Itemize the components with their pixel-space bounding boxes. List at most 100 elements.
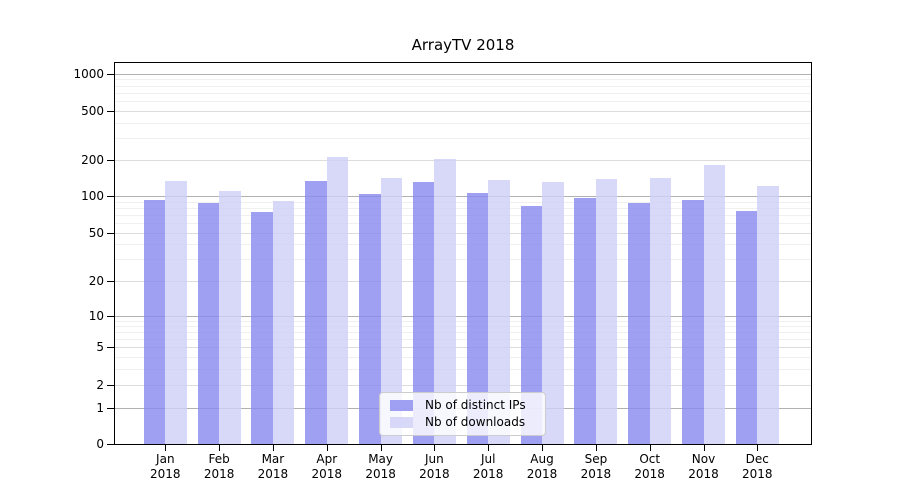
y-tick-label-500: 500 xyxy=(81,103,104,118)
gridline-10 xyxy=(115,316,811,318)
legend-item-distinct-ips: Nb of distinct IPs xyxy=(390,398,535,413)
x-tick-mark-sep xyxy=(595,445,597,451)
y-tick-label-20: 20 xyxy=(88,273,104,288)
x-tick-mark-jul xyxy=(488,445,490,451)
x-tick-label-feb: Feb 2018 xyxy=(203,452,235,481)
bar-downloads-may xyxy=(380,178,403,444)
legend-label-downloads: Nb of downloads xyxy=(425,415,526,429)
y-tick-label-100: 100 xyxy=(81,188,104,203)
bar-distinct-ips-oct xyxy=(628,202,650,444)
bar-distinct-ips-jan xyxy=(143,200,166,444)
gridline-100 xyxy=(115,195,811,197)
gridline-200 xyxy=(115,159,811,161)
minor-gridline-800 xyxy=(115,85,811,87)
bar-downloads-nov xyxy=(703,164,725,444)
bar-downloads-oct xyxy=(649,178,672,444)
x-tick-mark-apr xyxy=(326,445,328,451)
gridline-20 xyxy=(115,280,811,282)
x-tick-label-nov: Nov 2018 xyxy=(688,452,719,481)
minor-gridline-6 xyxy=(115,339,811,341)
y-tick-label-2: 2 xyxy=(96,378,104,393)
x-tick-label-apr: Apr 2018 xyxy=(311,452,343,481)
bar-downloads-aug xyxy=(542,182,564,444)
bar-distinct-ips-aug xyxy=(520,206,542,444)
bar-distinct-ips-feb xyxy=(197,203,220,444)
x-tick-label-jun: Jun 2018 xyxy=(419,452,450,481)
legend-item-downloads: Nb of downloads xyxy=(390,415,535,430)
bar-distinct-ips-nov xyxy=(682,200,704,444)
y-tick-mark-100 xyxy=(107,195,114,197)
y-tick-mark-20 xyxy=(107,280,114,282)
bar-downloads-jan xyxy=(165,181,187,444)
minor-gridline-7 xyxy=(115,332,811,334)
y-tick-mark-0 xyxy=(107,444,114,445)
y-tick-label-1000: 1000 xyxy=(73,66,104,81)
x-tick-mark-oct xyxy=(649,445,651,451)
gridline-5 xyxy=(115,347,811,349)
x-tick-mark-aug xyxy=(542,445,543,451)
minor-gridline-400 xyxy=(115,122,811,124)
x-tick-mark-jun xyxy=(434,445,436,451)
y-tick-mark-5 xyxy=(107,347,114,349)
legend-label-distinct-ips: Nb of distinct IPs xyxy=(425,398,526,412)
bar-distinct-ips-may xyxy=(359,194,381,444)
y-tick-label-200: 200 xyxy=(81,152,104,167)
minor-gridline-3 xyxy=(115,368,811,370)
minor-gridline-9 xyxy=(115,321,811,322)
bar-distinct-ips-sep xyxy=(574,198,596,444)
y-tick-label-5: 5 xyxy=(96,340,104,355)
y-tick-label-1: 1 xyxy=(96,401,104,416)
bar-downloads-apr xyxy=(326,157,349,444)
x-tick-label-aug: Aug 2018 xyxy=(526,452,558,481)
x-tick-label-oct: Oct 2018 xyxy=(634,452,665,481)
minor-gridline-600 xyxy=(115,101,811,102)
x-tick-label-dec: Dec 2018 xyxy=(742,452,773,481)
x-tick-label-may: May 2018 xyxy=(365,452,396,481)
y-tick-mark-50 xyxy=(107,232,114,234)
y-tick-mark-1000 xyxy=(107,73,114,75)
bar-downloads-sep xyxy=(595,178,618,444)
plot-area: Nb of distinct IPs Nb of downloads xyxy=(114,62,812,445)
minor-gridline-900 xyxy=(115,79,811,81)
minor-gridline-70 xyxy=(115,214,811,216)
minor-gridline-700 xyxy=(115,92,811,94)
bar-downloads-jul xyxy=(488,180,510,444)
y-tick-mark-200 xyxy=(107,159,114,161)
bar-distinct-ips-mar xyxy=(251,211,273,444)
x-tick-mark-feb xyxy=(219,445,221,451)
x-tick-label-sep: Sep 2018 xyxy=(580,452,612,481)
bar-distinct-ips-jul xyxy=(466,193,489,444)
chart-title: ArrayTV 2018 xyxy=(411,36,515,54)
minor-gridline-40 xyxy=(115,244,811,246)
y-tick-mark-2 xyxy=(107,385,114,387)
gridline-1000 xyxy=(115,73,811,75)
legend-swatch-distinct-ips xyxy=(390,400,413,411)
bar-distinct-ips-jun xyxy=(412,182,435,444)
legend: Nb of distinct IPs Nb of downloads xyxy=(379,392,546,436)
x-tick-mark-nov xyxy=(703,445,705,451)
y-tick-mark-500 xyxy=(107,110,114,112)
bar-distinct-ips-apr xyxy=(305,180,327,444)
y-tick-mark-1 xyxy=(107,408,114,410)
x-tick-label-jan: Jan 2018 xyxy=(150,452,181,481)
bar-downloads-dec xyxy=(757,186,779,444)
y-tick-mark-10 xyxy=(107,316,114,318)
minor-gridline-8 xyxy=(115,326,811,328)
x-tick-mark-jan xyxy=(165,445,167,451)
minor-gridline-300 xyxy=(115,138,811,139)
y-tick-label-0: 0 xyxy=(96,437,104,451)
x-tick-mark-mar xyxy=(272,445,274,451)
y-tick-label-50: 50 xyxy=(88,225,104,240)
bar-downloads-feb xyxy=(219,191,241,444)
x-tick-label-jul: Jul 2018 xyxy=(472,452,504,481)
bar-distinct-ips-dec xyxy=(735,211,758,444)
y-tick-label-10: 10 xyxy=(88,309,104,324)
minor-gridline-80 xyxy=(115,207,811,209)
legend-swatch-downloads xyxy=(390,417,413,428)
gridline-50 xyxy=(115,232,811,234)
minor-gridline-30 xyxy=(115,259,811,261)
minor-gridline-90 xyxy=(115,201,811,203)
gridline-500 xyxy=(115,110,811,112)
x-tick-mark-may xyxy=(380,445,382,451)
